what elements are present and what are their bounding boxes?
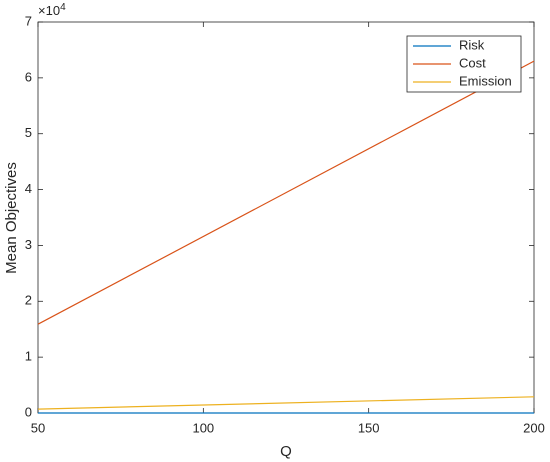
y-tick-label: 0 [25, 404, 32, 419]
y-multiplier-base: ×10 [38, 3, 60, 18]
x-tick-label: 50 [31, 420, 45, 435]
y-tick-label: 5 [25, 125, 32, 140]
y-multiplier: ×104 [38, 2, 66, 19]
y-tick-label: 2 [25, 293, 32, 308]
y-multiplier-exponent: 4 [60, 2, 66, 13]
y-tick-label: 6 [25, 69, 32, 84]
y-axis-label: Mean Objectives [3, 162, 20, 274]
x-tick-label: 150 [358, 420, 380, 435]
series-line [37, 396, 535, 410]
legend-label: Emission [459, 73, 512, 88]
y-tick-label: 4 [25, 181, 32, 196]
series-line [37, 60, 535, 325]
x-tick-label: 200 [523, 420, 545, 435]
y-tick-label: 1 [25, 349, 32, 364]
x-axis-label: Q [280, 443, 292, 460]
legend-label: Risk [459, 37, 485, 52]
y-tick-label: 3 [25, 237, 32, 252]
y-tick-label: 7 [25, 13, 32, 28]
legend-label: Cost [459, 55, 486, 70]
x-tick-label: 100 [192, 420, 214, 435]
